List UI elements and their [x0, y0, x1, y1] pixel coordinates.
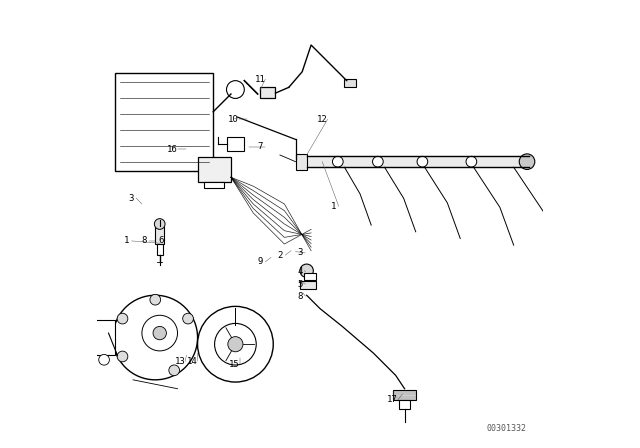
Circle shape — [227, 81, 244, 99]
Circle shape — [117, 313, 128, 324]
Text: 15: 15 — [229, 360, 240, 369]
Text: 14: 14 — [186, 357, 197, 366]
Text: 5: 5 — [297, 280, 303, 289]
Bar — [115, 73, 213, 171]
Text: 1: 1 — [124, 237, 129, 246]
Text: 00301332: 00301332 — [487, 424, 527, 433]
Bar — [305, 273, 316, 280]
Circle shape — [142, 315, 177, 351]
Text: 16: 16 — [167, 145, 177, 154]
Circle shape — [228, 336, 243, 352]
Circle shape — [198, 306, 273, 382]
Text: 17: 17 — [387, 396, 398, 405]
Bar — [296, 154, 307, 170]
Bar — [204, 182, 224, 188]
Bar — [198, 157, 231, 182]
Text: 12: 12 — [317, 115, 328, 124]
Text: 2: 2 — [277, 251, 283, 260]
Text: 11: 11 — [255, 75, 265, 84]
Circle shape — [417, 156, 428, 167]
Circle shape — [519, 154, 535, 169]
Text: 3: 3 — [297, 249, 303, 258]
Bar — [344, 79, 356, 87]
Circle shape — [214, 323, 256, 365]
Bar — [156, 226, 164, 244]
Text: 9: 9 — [257, 257, 262, 267]
Bar — [394, 390, 416, 400]
Text: 7: 7 — [257, 142, 262, 151]
Circle shape — [153, 327, 166, 340]
Circle shape — [117, 351, 128, 362]
Circle shape — [150, 294, 161, 305]
Text: 13: 13 — [174, 357, 185, 366]
Text: 3: 3 — [128, 194, 134, 202]
Bar — [300, 280, 316, 289]
Circle shape — [300, 264, 314, 277]
Text: 4: 4 — [297, 267, 303, 276]
Bar — [399, 400, 410, 409]
Bar — [227, 137, 244, 151]
Bar — [260, 87, 275, 99]
Circle shape — [169, 365, 180, 376]
Circle shape — [154, 219, 165, 229]
Bar — [95, 320, 115, 355]
Text: 10: 10 — [228, 115, 239, 124]
Text: 6: 6 — [158, 236, 163, 245]
Circle shape — [113, 295, 198, 380]
Circle shape — [372, 156, 383, 167]
Circle shape — [182, 313, 193, 324]
Text: 1: 1 — [331, 202, 336, 211]
Circle shape — [332, 156, 343, 167]
Bar — [157, 244, 163, 255]
Circle shape — [466, 156, 477, 167]
Circle shape — [99, 354, 109, 365]
Text: 8: 8 — [141, 237, 147, 246]
Text: 8: 8 — [297, 292, 303, 301]
